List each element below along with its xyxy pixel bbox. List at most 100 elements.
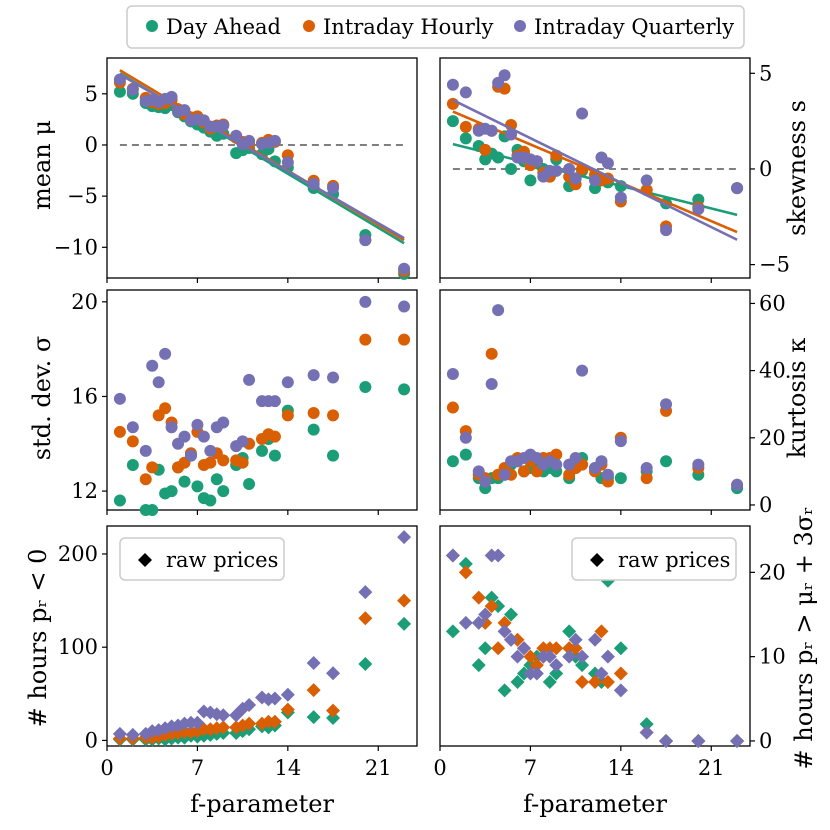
high_hours-point [594, 624, 609, 639]
std-point [113, 494, 126, 507]
std-point [217, 454, 230, 467]
std-point [146, 461, 159, 474]
std-point [398, 300, 411, 313]
kurtosis-point [731, 478, 744, 491]
std-point [197, 430, 210, 443]
skewness-point [498, 69, 511, 82]
neg_hours-point [326, 703, 341, 718]
std-point [146, 504, 159, 516]
kurtosis-point [595, 455, 608, 468]
std-point [178, 430, 191, 443]
high_hours-point [491, 548, 506, 563]
high_hours-point [568, 641, 583, 656]
skewness-fit-line [452, 98, 738, 241]
panel-skewness: 5 0 −5 [439, 57, 790, 283]
inset-legend-right: raw prices [571, 537, 737, 581]
ylabel-skewness: skewness s [783, 100, 811, 236]
high_hours-point [613, 641, 628, 656]
neg_hours-point [242, 716, 257, 731]
high_hours-point [549, 666, 564, 681]
high_hours-point [445, 624, 460, 639]
neg_hours-series-2 [112, 530, 412, 742]
mean-point [327, 181, 340, 194]
panel-neg-hours: 0 7 14 21 200 100 0 [58, 525, 418, 780]
std-series-2 [113, 295, 411, 462]
inset-legend-left-label: raw prices [166, 548, 278, 572]
neg_hours-point [358, 611, 373, 626]
neg_hours-point [216, 720, 231, 735]
kurtosis-point [614, 472, 627, 485]
skewness-point [479, 143, 492, 156]
neg_hours-point [280, 702, 295, 717]
skewness-ytick-label-1: 0 [759, 157, 772, 181]
kurtosis-point [550, 458, 563, 471]
kurtosis-point [640, 472, 653, 485]
kurtosis-point [492, 304, 505, 317]
kurtosis-point [576, 364, 589, 377]
skewness-point [731, 182, 744, 195]
high_hours-point [497, 615, 512, 630]
high_hours-point [510, 674, 525, 689]
mean-point [217, 119, 230, 132]
mean-point [126, 83, 139, 96]
xlabel-right: f-parameter [523, 790, 667, 818]
mean-point [113, 85, 126, 98]
neg_hours-ytick-label-1: 100 [58, 635, 98, 659]
kurtosis-point [446, 401, 459, 414]
std-point [307, 369, 320, 382]
neg_hours-point [326, 666, 341, 681]
neg_hours-point [242, 697, 257, 712]
std-point [359, 295, 372, 308]
panel-high-hours: 0 7 14 21 20 10 0 [433, 525, 786, 780]
std-point [146, 359, 159, 372]
high_hours-point [588, 632, 602, 647]
skewness-point [563, 162, 576, 175]
neg_hours-xtick-label-0: 0 [100, 756, 113, 780]
legend-marker-intraday-hourly [303, 20, 315, 32]
kurtosis-series-2 [446, 304, 744, 491]
high_hours-point [497, 624, 512, 639]
neg_hours-point [326, 711, 341, 726]
neg_hours-point [358, 656, 373, 671]
high_hours-point [575, 649, 590, 664]
kurtosis-point [459, 431, 472, 444]
high_hours-point [529, 666, 544, 681]
inset-legend-right-marker [590, 553, 604, 567]
high_hours-point [504, 632, 519, 647]
kurtosis-point [485, 378, 498, 391]
neg_hours-xtick-label-21: 21 [365, 756, 392, 780]
high_hours-point [691, 733, 706, 748]
high_hours-point [588, 674, 602, 689]
legend-frame [126, 5, 745, 49]
high_hours-point [639, 725, 654, 740]
mean-fit-line [119, 73, 405, 240]
high_hours-point [445, 548, 460, 563]
panel-std: 20 16 12 [71, 289, 418, 516]
high_hours-point [510, 649, 525, 664]
skewness-point [692, 203, 705, 216]
std-ytick-label-0: 20 [71, 290, 98, 314]
std-point [113, 425, 126, 438]
high_hours-ytick-label-0: 20 [759, 560, 786, 584]
high_hours-series-0 [445, 556, 745, 748]
skewness-point [589, 174, 601, 187]
kurtosis-point [601, 468, 614, 481]
std-ytick-label-2: 12 [71, 479, 98, 503]
inset-legend-left-marker [138, 553, 152, 567]
kurtosis-point [446, 455, 459, 468]
kurtosis-point [614, 435, 627, 448]
mean-series-2 [113, 73, 411, 275]
high_hours-ytick-label-1: 10 [759, 645, 786, 669]
skewness-point [446, 97, 459, 110]
high_hours-point [484, 590, 499, 605]
high_hours-point [478, 607, 493, 622]
kurtosis-point [569, 451, 582, 464]
std-point [126, 459, 139, 472]
inset-legend-right-frame [571, 537, 737, 581]
std-point [359, 333, 372, 346]
neg_hours-point [397, 616, 412, 631]
skewness-point [660, 224, 673, 237]
std-point [159, 402, 172, 415]
high_hours-point [575, 658, 590, 673]
high_hours-point [491, 641, 506, 656]
